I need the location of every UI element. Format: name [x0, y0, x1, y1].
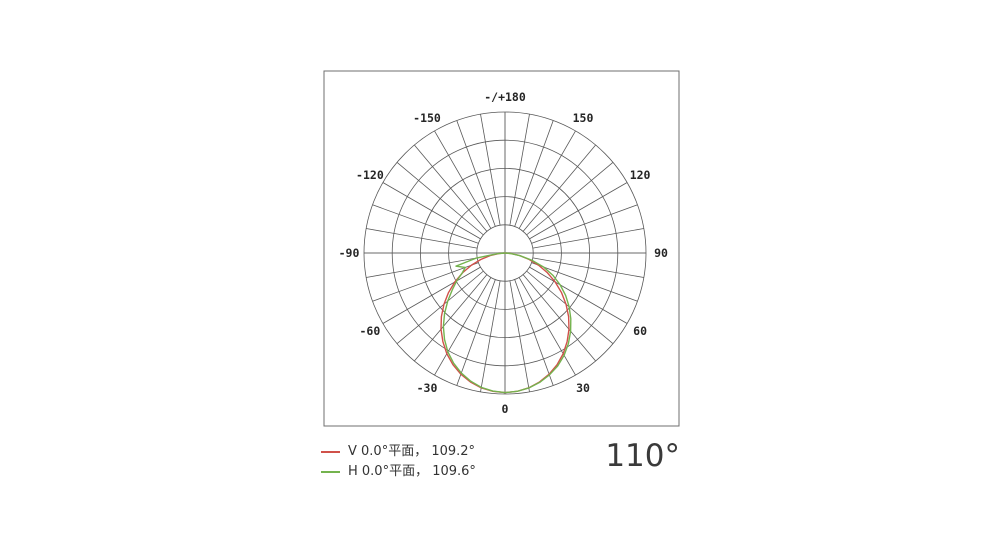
- angle-tick-label: 0: [502, 402, 509, 416]
- polar-ring: [391, 139, 619, 367]
- angle-tick-label: 120: [630, 168, 651, 182]
- legend-item-v-plane: V 0.0°平面， 109.2°: [321, 442, 476, 462]
- legend-swatch-h-plane: [321, 471, 340, 473]
- polar-ring: [363, 111, 647, 395]
- angle-tick-label: -90: [339, 246, 360, 260]
- angle-tick-label: 150: [573, 111, 594, 125]
- beam-angle-value: 110°: [605, 438, 680, 474]
- polar-ring: [448, 196, 562, 310]
- angle-tick-label: 90: [654, 246, 668, 260]
- polar-ring: [476, 224, 534, 282]
- angle-tick-label: -120: [356, 168, 384, 182]
- polar-ring: [419, 167, 590, 338]
- angle-tick-label: 60: [633, 324, 647, 338]
- chart-frame: [323, 70, 680, 427]
- h-plane-curve: [442, 252, 572, 394]
- legend: V 0.0°平面， 109.2° H 0.0°平面， 109.6°: [321, 442, 476, 482]
- legend-label-h-plane: H 0.0°平面， 109.6°: [348, 464, 476, 479]
- legend-item-h-plane: H 0.0°平面， 109.6°: [321, 462, 476, 482]
- angle-tick-label: -150: [413, 111, 441, 125]
- angle-tick-label: -30: [417, 381, 438, 395]
- angle-tick-label: -60: [360, 324, 381, 338]
- angle-tick-label: 30: [576, 381, 590, 395]
- legend-label-v-plane: V 0.0°平面， 109.2°: [348, 444, 476, 459]
- legend-swatch-v-plane: [321, 451, 340, 453]
- angle-tick-label: -/+180: [484, 90, 526, 104]
